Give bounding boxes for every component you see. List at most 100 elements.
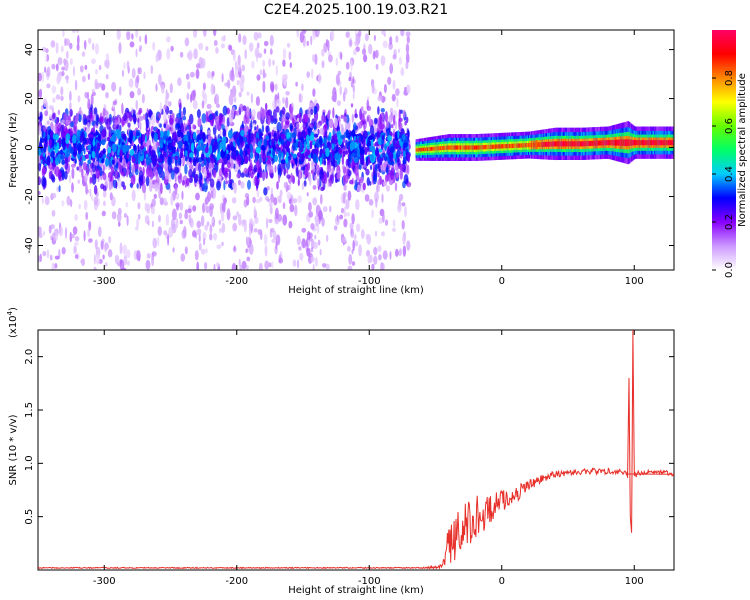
heatmap-cell: [83, 118, 88, 125]
heatmap-cell: [340, 51, 343, 61]
heatmap-cell: [157, 166, 163, 176]
heatmap-cell: [328, 54, 333, 63]
heatmap-cell: [178, 108, 182, 118]
heatmap-cell: [62, 141, 66, 151]
heatmap-cell: [195, 68, 200, 79]
heatmap-cell: [79, 65, 84, 73]
heatmap-cell: [381, 30, 386, 35]
heatmap-cell: [94, 43, 99, 55]
heatmap-cell: [366, 233, 372, 245]
heatmap-cell: [248, 165, 253, 172]
heatmap-cell: [347, 190, 352, 201]
heatmap-cell: [389, 36, 393, 45]
heatmap-cell: [85, 211, 89, 221]
heatmap-cell: [397, 129, 400, 139]
heatmap-cell: [295, 166, 299, 177]
snr-x-ticks: -300 -200 -100 0 100: [93, 330, 644, 587]
heatmap-cell: [221, 161, 224, 174]
heatmap-cell: [201, 113, 207, 124]
heatmap-cell: [205, 110, 208, 123]
heatmap-cell: [223, 197, 227, 206]
heatmap-cell: [151, 184, 157, 189]
heatmap-cell: [339, 85, 342, 96]
heatmap-cell: [590, 140, 593, 146]
y-tick-label: 1.0: [24, 455, 35, 471]
heatmap-cell: [83, 230, 86, 242]
heatmap-cell: [343, 218, 348, 228]
heatmap-cell: [285, 156, 289, 164]
heatmap-cell: [568, 141, 570, 147]
spectrogram-x-label: Height of straight line (km): [288, 285, 424, 296]
heatmap-cell: [185, 73, 190, 80]
heatmap-cell: [496, 144, 498, 149]
heatmap-cell: [469, 145, 472, 150]
heatmap-cell: [245, 144, 250, 150]
heatmap-cell: [117, 147, 121, 156]
heatmap-cell: [360, 146, 365, 155]
heatmap-cell: [261, 145, 266, 151]
heatmap-cell: [196, 129, 201, 134]
heatmap-cell: [125, 202, 129, 208]
heatmap-cell: [144, 202, 148, 212]
heatmap-cell: [593, 140, 596, 146]
heatmap-cell: [105, 58, 110, 69]
heatmap-cell: [233, 182, 237, 194]
heatmap-cell: [614, 139, 617, 146]
heatmap-cell: [404, 120, 407, 126]
heatmap-cell: [274, 165, 277, 173]
heatmap-cell: [253, 228, 258, 233]
heatmap-cell: [528, 143, 530, 148]
heatmap-cell: [374, 230, 378, 237]
heatmap-cell: [187, 208, 192, 214]
heatmap-cell: [88, 153, 91, 160]
heatmap-cell: [65, 133, 71, 141]
heatmap-cell: [329, 205, 332, 213]
heatmap-cell: [179, 51, 184, 58]
heatmap-cell: [264, 245, 268, 257]
heatmap-cell: [250, 119, 253, 131]
heatmap-cell: [321, 60, 325, 69]
heatmap-cell: [295, 157, 298, 167]
heatmap-cell: [231, 85, 237, 98]
heatmap-cell: [215, 121, 218, 131]
heatmap-cell: [206, 134, 209, 140]
heatmap-cell: [310, 239, 315, 248]
heatmap-cell: [270, 227, 275, 233]
heatmap-cell: [278, 150, 282, 159]
heatmap-cell: [93, 253, 96, 265]
heatmap-cell: [275, 65, 278, 76]
heatmap-cell: [184, 156, 188, 162]
heatmap-cell: [377, 245, 382, 253]
heatmap-cell: [131, 68, 136, 79]
heatmap-cell: [298, 93, 302, 103]
snr-y-ticks: 0.51.01.52.0: [24, 349, 674, 525]
heatmap-cell: [486, 144, 489, 150]
heatmap-cell: [126, 260, 130, 266]
heatmap-cell: [114, 254, 120, 265]
heatmap-cell: [201, 100, 205, 109]
heatmap-cell: [599, 140, 601, 146]
heatmap-cell: [343, 206, 347, 213]
heatmap-cell: [312, 263, 315, 270]
heatmap-cell: [248, 42, 254, 52]
heatmap-cell: [89, 188, 92, 197]
heatmap-cell: [196, 261, 200, 270]
heatmap-cell: [309, 102, 314, 108]
heatmap-cell: [667, 140, 670, 146]
heatmap-cell: [372, 174, 377, 185]
heatmap-cell: [310, 247, 314, 252]
heatmap-cell: [189, 93, 193, 103]
heatmap-cell: [584, 141, 586, 147]
heatmap-cell: [91, 58, 96, 64]
heatmap-cell: [482, 145, 484, 150]
heatmap-cell: [87, 159, 91, 165]
heatmap-cell: [258, 262, 263, 270]
heatmap-cell: [270, 193, 274, 203]
heatmap-cell: [87, 98, 91, 110]
heatmap-cell: [206, 169, 210, 176]
heatmap-cell: [587, 141, 589, 147]
heatmap-cell: [74, 79, 78, 91]
heatmap-cell: [443, 145, 445, 150]
heatmap-cell: [612, 139, 615, 146]
heatmap-cell: [312, 140, 316, 146]
